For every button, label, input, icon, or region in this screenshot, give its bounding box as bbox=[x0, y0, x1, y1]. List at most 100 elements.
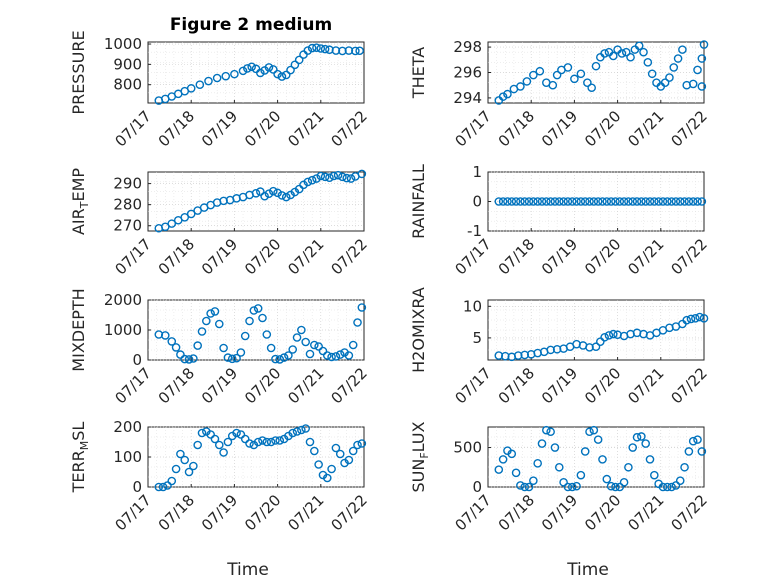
data-point bbox=[602, 474, 612, 484]
data-point bbox=[297, 325, 306, 335]
y-tick-label: 296 bbox=[453, 64, 482, 82]
data-point bbox=[322, 351, 332, 360]
y-axis-label: RAINFALL bbox=[409, 164, 428, 239]
data-point bbox=[253, 437, 263, 447]
data-point bbox=[529, 70, 538, 80]
data-point bbox=[184, 467, 194, 477]
x-tick-label: 07/19 bbox=[198, 491, 241, 534]
y-tick-label: -1 bbox=[467, 222, 482, 240]
data-point bbox=[529, 197, 538, 206]
data-point bbox=[273, 69, 282, 79]
data-point bbox=[608, 51, 618, 61]
data-point bbox=[245, 439, 254, 448]
data-point bbox=[223, 353, 233, 362]
panel-top-right: 07/17 07/18 07/19 07/20 07/21 07/22 294 296 298 T… bbox=[409, 38, 711, 150]
data-point bbox=[197, 327, 207, 336]
data-point bbox=[219, 448, 228, 457]
data-point bbox=[279, 353, 289, 362]
data-point bbox=[591, 342, 601, 352]
data-point bbox=[699, 314, 709, 323]
data-point bbox=[684, 197, 694, 206]
x-tick-label: 07/19 bbox=[538, 235, 581, 278]
data-point bbox=[325, 173, 334, 182]
data-point bbox=[305, 437, 315, 447]
data-point bbox=[344, 351, 354, 360]
data-point bbox=[587, 83, 596, 93]
data-point bbox=[559, 197, 568, 206]
data-point bbox=[498, 92, 508, 101]
data-point bbox=[680, 462, 689, 472]
data-point bbox=[615, 197, 625, 206]
data-point bbox=[650, 470, 659, 480]
y-tick-label: 100 bbox=[113, 448, 142, 466]
x-tick-label: 07/21 bbox=[624, 107, 667, 150]
data-point bbox=[537, 439, 547, 448]
x-tick-label: 07/21 bbox=[284, 107, 327, 150]
y-tick-label: 1 bbox=[472, 163, 482, 181]
data-point bbox=[305, 349, 315, 359]
y-tick-label: 500 bbox=[453, 439, 482, 457]
data-point bbox=[554, 197, 564, 206]
data-point bbox=[314, 460, 323, 469]
data-point bbox=[312, 43, 321, 52]
data-point bbox=[585, 197, 594, 206]
data-point bbox=[251, 188, 261, 198]
data-point bbox=[600, 332, 609, 342]
data-point bbox=[675, 197, 685, 206]
data-point bbox=[212, 73, 222, 83]
data-point bbox=[318, 346, 328, 356]
data-point bbox=[585, 427, 594, 437]
data-point bbox=[195, 80, 205, 89]
data-point bbox=[650, 197, 659, 206]
data-point bbox=[260, 191, 269, 201]
data-point bbox=[338, 46, 347, 56]
data-point bbox=[688, 436, 698, 446]
data-point bbox=[268, 186, 278, 196]
figure-title: Figure 2 medium bbox=[170, 15, 332, 35]
data-point bbox=[507, 197, 517, 206]
data-point bbox=[552, 70, 562, 80]
data-point bbox=[275, 436, 285, 445]
data-point bbox=[273, 188, 282, 198]
data-point bbox=[693, 435, 702, 444]
y-tick-label: 0 bbox=[132, 478, 142, 496]
data-point bbox=[316, 171, 326, 181]
data-point bbox=[695, 312, 704, 322]
y-tick-label: 0 bbox=[472, 478, 482, 496]
data-point bbox=[691, 314, 700, 323]
data-point bbox=[589, 425, 599, 435]
data-point bbox=[256, 68, 265, 78]
data-point bbox=[662, 482, 672, 492]
data-point bbox=[598, 455, 607, 464]
x-tick-label: 07/22 bbox=[668, 235, 711, 278]
data-point bbox=[264, 189, 274, 199]
data-point bbox=[236, 348, 246, 357]
y-tick-label: 280 bbox=[113, 196, 142, 214]
data-point bbox=[346, 174, 356, 183]
data-point bbox=[671, 197, 681, 206]
data-point bbox=[604, 331, 614, 340]
data-point bbox=[591, 61, 601, 71]
x-tick-label: 07/19 bbox=[198, 364, 241, 407]
y-tick-label: 900 bbox=[113, 55, 142, 73]
data-point bbox=[184, 355, 194, 364]
data-point bbox=[611, 482, 620, 492]
data-point bbox=[355, 46, 364, 56]
data-point bbox=[357, 169, 367, 179]
y-axis-label: MIXDEPTH bbox=[69, 288, 88, 371]
data-point bbox=[301, 337, 310, 347]
data-point bbox=[542, 425, 551, 435]
data-point bbox=[210, 434, 220, 444]
data-point bbox=[697, 82, 707, 91]
data-point bbox=[206, 430, 215, 439]
x-tick-label: 07/17 bbox=[452, 235, 495, 278]
data-point bbox=[632, 432, 642, 442]
data-point bbox=[580, 447, 590, 456]
data-point bbox=[529, 476, 538, 485]
data-point bbox=[684, 447, 694, 456]
x-axis-label: Time bbox=[566, 560, 609, 580]
x-tick-label: 07/20 bbox=[241, 491, 284, 534]
data-point bbox=[176, 350, 185, 359]
data-point bbox=[688, 79, 698, 89]
